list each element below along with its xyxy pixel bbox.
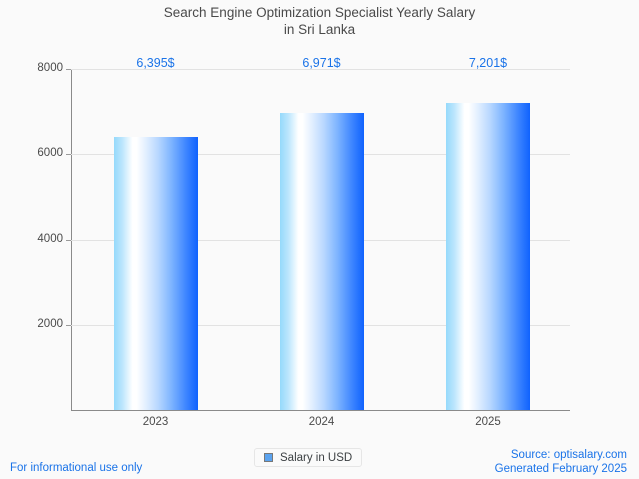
bar-value-label: 6,395$ [136,56,175,70]
y-axis-tick-label: 6000 [37,147,63,160]
gridline [71,69,570,70]
x-axis-category-label: 2025 [475,416,501,428]
x-axis-category-label: 2024 [308,416,335,428]
y-axis-tick-label: 2000 [37,317,63,330]
bar[interactable] [113,137,198,410]
legend-label: Salary in USD [280,451,353,464]
legend-swatch-icon [264,453,273,462]
plot-area [66,69,570,410]
chart-legend[interactable]: Salary in USD [254,448,363,467]
x-axis-line [71,410,570,411]
bar-value-label: 6,971$ [302,56,341,70]
y-axis-tick-label: 8000 [37,62,63,74]
bar[interactable] [279,112,364,410]
y-axis-tick-mark [66,239,71,241]
y-axis-tick-label: 4000 [37,232,63,245]
footer-disclaimer: For informational use only [10,462,143,474]
y-axis-tick-mark [66,69,71,70]
footer-generated: Generated February 2025 [494,463,627,475]
footer-source: Source: optisalary.com [510,449,627,461]
y-axis-tick-mark [66,154,71,156]
x-axis-category-label: 2023 [142,416,169,428]
y-axis-tick-mark [66,324,71,326]
bar[interactable] [446,103,530,410]
chart-title: Search Engine Optimization Specialist Ye… [163,5,476,37]
bar-value-label: 7,201$ [468,56,508,70]
footer-source-block: Source: optisalary.com Generated Februar… [495,448,627,476]
